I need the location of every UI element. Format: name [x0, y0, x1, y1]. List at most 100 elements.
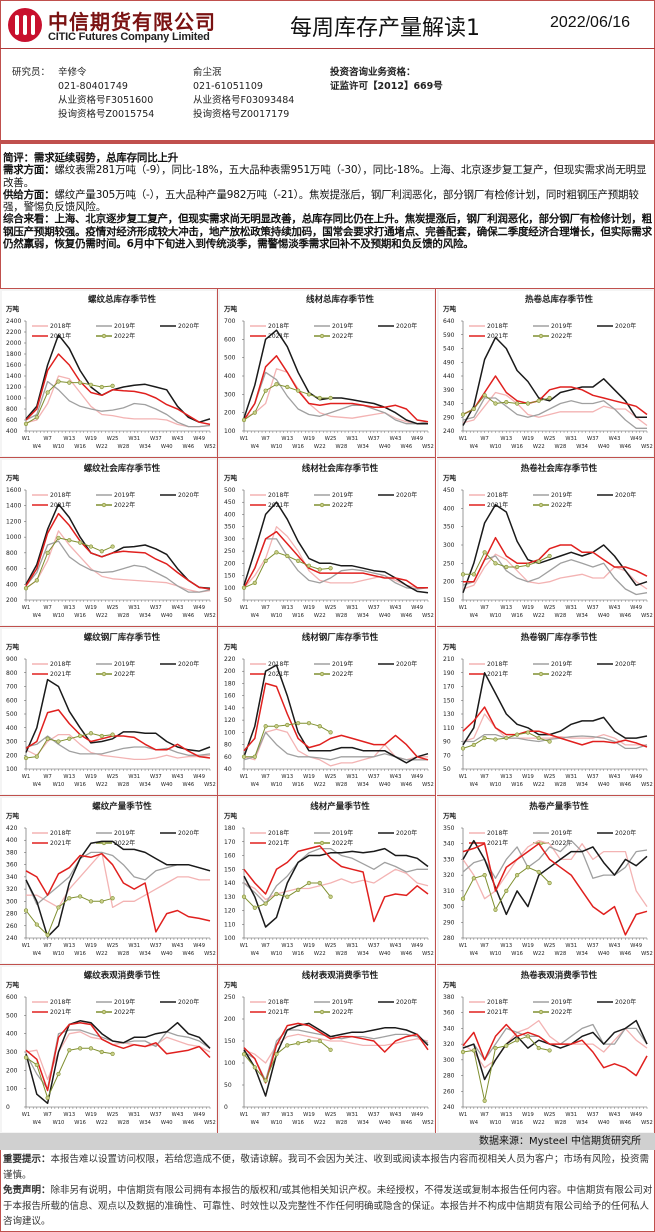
y-tick-label: 210	[443, 656, 455, 663]
data-point-2022	[34, 415, 39, 420]
y-tick-label: 400	[6, 428, 18, 435]
legend-marker	[319, 671, 325, 677]
x-tick-label: W34	[357, 951, 369, 957]
x-tick-label: W1	[459, 436, 467, 442]
legend-label: 2022年	[551, 670, 572, 678]
series-line-2020年	[243, 847, 429, 928]
x-tick-label: W40	[161, 1120, 173, 1126]
x-tick-label: W52	[641, 444, 653, 450]
x-tick-label: W10	[490, 613, 502, 619]
y-axis-unit: 万吨	[223, 304, 238, 313]
data-point-2022	[56, 905, 61, 910]
y-axis-unit: 万吨	[442, 304, 457, 313]
x-tick-label: W49	[411, 436, 423, 442]
legend-marker	[538, 502, 544, 508]
x-tick-label: W43	[172, 436, 184, 442]
x-tick-label: W40	[598, 613, 610, 619]
x-tick-label: W22	[314, 613, 326, 619]
chart-panel: 热卷表观消费季节性 万吨 240 260 280 300 320 340 360 380 W1 W4 W…	[437, 965, 655, 1134]
data-point-2022	[328, 395, 333, 401]
series-line-2020年	[243, 1022, 429, 1097]
data-point-2022	[285, 894, 290, 899]
disclaimer: 重要提示：本报告难以设置访问权限，若给您造成不便，敬请谅解。我司不会因为关注、收…	[3, 1152, 653, 1230]
y-tick-label: 100	[224, 585, 236, 592]
y-tick-label: 100	[6, 1086, 18, 1093]
seasonal-line-chart: 线材产量季节性万吨100110120130140150160170180W1W4…	[220, 798, 434, 963]
author-2: 俞尘泯 021-61051109 从业资格号F03093484 投询资格号Z00…	[193, 66, 294, 122]
x-tick-label: W46	[400, 951, 412, 957]
x-tick-label: W19	[522, 774, 534, 780]
x-tick-label: W40	[161, 613, 173, 619]
x-tick-label: W46	[182, 444, 194, 450]
data-point-2022	[471, 742, 476, 748]
x-tick-label: W19	[85, 605, 97, 611]
x-tick-label: W22	[533, 782, 545, 788]
x-tick-label: W22	[533, 1120, 545, 1126]
report-title: 每周库存产量解读1	[290, 16, 480, 41]
chart-title: 线材钢厂库存季节性	[302, 632, 379, 643]
x-tick-label: W31	[346, 1112, 358, 1118]
data-point-2022	[263, 724, 268, 729]
data-point-2022	[252, 580, 257, 585]
x-tick-label: W31	[346, 943, 358, 949]
y-axis-unit: 万吨	[442, 473, 457, 482]
data-point-2022	[328, 566, 333, 571]
legend-label: 2018年	[50, 998, 71, 1006]
y-tick-label: 250	[443, 560, 455, 567]
x-tick-label: W22	[314, 1120, 326, 1126]
chart-title: 螺纹钢厂库存季节性	[84, 632, 161, 643]
y-tick-label: 340	[6, 874, 18, 881]
y-tick-label: 120	[224, 717, 236, 724]
series-line-2020年	[25, 334, 211, 423]
data-point-2022	[67, 380, 72, 385]
y-tick-label: 1600	[6, 487, 21, 494]
legend-label: 2018年	[50, 491, 71, 499]
data-point-2022	[296, 887, 301, 892]
x-tick-label: W37	[587, 605, 599, 611]
x-tick-label: W7	[480, 605, 488, 611]
y-tick-label: 150	[443, 697, 455, 704]
data-point-2022	[88, 899, 94, 904]
x-tick-label: W46	[400, 782, 412, 788]
x-tick-label: W34	[576, 1120, 588, 1126]
y-tick-label: 110	[224, 921, 236, 928]
y-axis-unit: 万吨	[442, 642, 457, 651]
x-tick-label: W25	[325, 943, 337, 949]
x-tick-label: W19	[522, 1112, 534, 1118]
legend-label: 2018年	[50, 829, 71, 837]
series-line-2020年	[243, 501, 429, 594]
x-tick-label: W52	[422, 1120, 434, 1126]
y-tick-label: 360	[443, 1010, 455, 1017]
legend-label: 2018年	[487, 660, 508, 668]
series-line-2018年	[243, 368, 429, 425]
series-line-2018年	[462, 391, 648, 427]
x-tick-label: W28	[336, 951, 348, 957]
y-tick-label: 490	[443, 359, 455, 366]
data-point-2022	[515, 401, 520, 406]
y-tick-label: 150	[224, 866, 236, 873]
data-point-2022	[67, 736, 72, 741]
data-point-2022	[23, 421, 29, 426]
chart-title: 螺纹表观消费季节性	[84, 970, 161, 981]
y-axis-unit: 万吨	[5, 304, 20, 313]
data-point-2022	[252, 754, 257, 759]
y-tick-label: 150	[224, 1038, 236, 1045]
y-tick-label: 340	[443, 1025, 455, 1032]
y-tick-label: 400	[224, 373, 236, 380]
chart-panel: 线材社会库存季节性 万吨 50 100 150 200 250 300 350 400 450 500…	[218, 458, 436, 627]
data-point-2022	[482, 393, 487, 398]
chart-title: 线材总库存季节性	[306, 294, 375, 305]
x-tick-label: W46	[182, 782, 194, 788]
y-tick-label: 200	[6, 1067, 18, 1074]
y-tick-label: 1000	[6, 395, 21, 402]
y-tick-label: 300	[443, 904, 455, 911]
legend-marker	[101, 333, 107, 339]
series-line-2021年	[243, 355, 429, 423]
data-point-2022	[515, 564, 520, 570]
author-phone: 021-80401749	[58, 81, 128, 92]
legend-marker	[538, 333, 544, 339]
x-tick-label: W19	[522, 436, 534, 442]
